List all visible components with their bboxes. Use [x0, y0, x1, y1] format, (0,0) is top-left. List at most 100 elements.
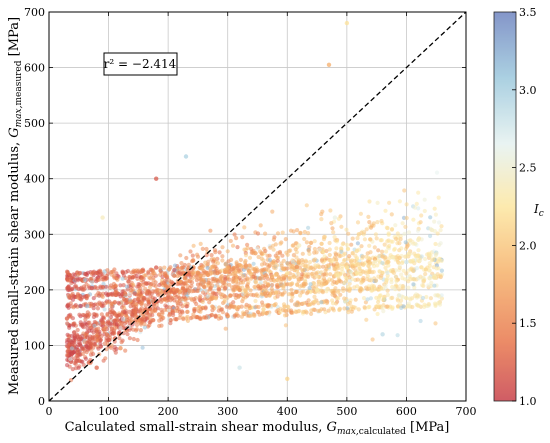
- data-point: [177, 309, 182, 314]
- data-point: [96, 346, 101, 351]
- data-point: [139, 322, 144, 327]
- data-point: [251, 261, 256, 266]
- data-point: [217, 250, 222, 255]
- data-point: [143, 303, 148, 308]
- data-point: [91, 314, 96, 320]
- data-point: [264, 311, 269, 316]
- data-point: [324, 300, 330, 306]
- data-point: [340, 242, 345, 247]
- data-point: [348, 270, 353, 275]
- data-point: [340, 264, 345, 269]
- data-point: [398, 298, 404, 303]
- data-point: [201, 290, 206, 295]
- data-point: [107, 323, 112, 328]
- data-point: [395, 231, 400, 236]
- data-point: [339, 249, 344, 254]
- data-point: [105, 300, 110, 305]
- data-point: [310, 274, 315, 279]
- data-point: [200, 246, 205, 251]
- data-point: [332, 266, 337, 271]
- data-point: [198, 309, 203, 314]
- data-point: [306, 231, 311, 236]
- data-point: [380, 332, 385, 337]
- data-point: [184, 316, 189, 321]
- data-point: [204, 315, 209, 320]
- data-point: [352, 285, 357, 290]
- data-point: [400, 260, 405, 265]
- data-point: [313, 257, 318, 262]
- data-point: [209, 312, 214, 317]
- data-point: [80, 333, 85, 338]
- data-point: [283, 237, 288, 242]
- data-point: [404, 202, 409, 207]
- data-point: [304, 291, 310, 296]
- data-point: [271, 259, 276, 264]
- data-point: [67, 333, 72, 338]
- data-point: [198, 241, 203, 246]
- data-point: [242, 247, 247, 252]
- data-point: [346, 272, 351, 278]
- data-point: [434, 170, 440, 175]
- data-point: [383, 208, 388, 213]
- colorbar-tick-label: 2.0: [519, 239, 537, 252]
- data-point: [273, 272, 278, 277]
- data-point: [398, 283, 403, 288]
- data-point: [170, 309, 175, 314]
- data-point: [144, 306, 149, 311]
- data-point: [132, 309, 137, 314]
- data-point: [385, 239, 390, 244]
- data-point: [134, 302, 139, 307]
- data-point: [245, 282, 250, 287]
- data-point: [319, 212, 324, 217]
- data-point: [136, 284, 141, 289]
- data-point: [108, 345, 114, 350]
- data-point: [419, 213, 424, 218]
- data-point: [89, 276, 94, 281]
- data-point: [72, 333, 77, 338]
- data-point: [219, 268, 224, 273]
- data-point: [71, 272, 76, 277]
- data-point: [275, 285, 280, 290]
- r-squared-annotation: r² = −2.414: [104, 57, 177, 71]
- data-point: [159, 307, 164, 312]
- colorbar-tick-label: 1.0: [519, 395, 537, 408]
- data-point: [136, 268, 141, 273]
- data-point: [247, 313, 253, 318]
- one-to-one-reference-line: [48, 11, 467, 402]
- data-point: [224, 304, 229, 309]
- data-point: [131, 304, 136, 309]
- data-point: [327, 252, 332, 258]
- data-point: [411, 268, 416, 274]
- data-point: [403, 240, 408, 245]
- data-point: [118, 346, 123, 351]
- data-point: [380, 254, 385, 259]
- data-point: [385, 270, 390, 275]
- data-point: [228, 293, 233, 298]
- data-point: [297, 308, 302, 314]
- data-point: [134, 327, 139, 332]
- colorbar: [493, 11, 517, 402]
- data-point: [275, 251, 280, 256]
- data-point: [142, 325, 147, 330]
- data-point: [120, 276, 125, 281]
- data-point: [355, 277, 360, 282]
- data-point: [162, 307, 167, 312]
- data-point: [262, 284, 267, 289]
- data-point: [247, 270, 253, 275]
- data-point: [197, 296, 202, 301]
- data-point: [243, 253, 249, 258]
- data-point: [435, 293, 440, 298]
- data-point: [232, 284, 237, 289]
- data-point: [390, 295, 395, 300]
- data-point: [75, 333, 80, 338]
- data-point: [109, 301, 114, 306]
- data-point: [392, 286, 397, 291]
- data-point: [201, 273, 206, 278]
- data-point: [173, 263, 178, 268]
- data-point: [312, 239, 317, 244]
- data-point: [395, 298, 400, 303]
- data-point: [334, 239, 339, 244]
- data-point: [387, 243, 392, 248]
- data-point: [387, 200, 392, 205]
- data-point: [384, 277, 389, 282]
